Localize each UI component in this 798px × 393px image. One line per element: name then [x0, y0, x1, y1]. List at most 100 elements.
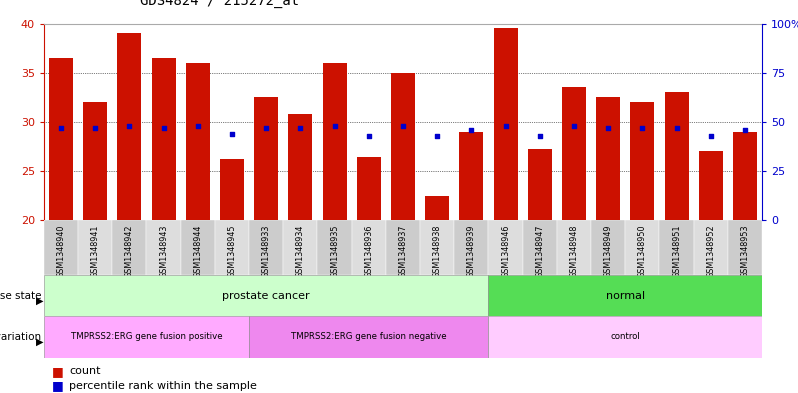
Bar [693, 220, 728, 275]
Bar [249, 316, 488, 358]
Bar [255, 97, 279, 220]
Point [500, 123, 512, 129]
Bar [117, 33, 141, 220]
Point [567, 123, 580, 129]
Bar [78, 220, 113, 275]
Bar [318, 220, 352, 275]
Text: GSM1348937: GSM1348937 [398, 224, 408, 278]
Point [670, 125, 683, 131]
Text: GSM1348948: GSM1348948 [570, 224, 579, 278]
Bar [454, 220, 488, 275]
Bar [391, 73, 415, 220]
Point [739, 127, 752, 133]
Text: GSM1348940: GSM1348940 [57, 224, 65, 278]
Bar [659, 220, 693, 275]
Bar [488, 275, 762, 316]
Bar [180, 220, 215, 275]
Text: normal: normal [606, 291, 645, 301]
Bar [249, 220, 283, 275]
Bar [523, 220, 557, 275]
Bar [630, 102, 654, 220]
Text: GSM1348953: GSM1348953 [741, 224, 749, 278]
Bar [557, 220, 591, 275]
Bar [152, 58, 176, 220]
Text: prostate cancer: prostate cancer [223, 291, 310, 301]
Point [533, 132, 546, 139]
Point [465, 127, 478, 133]
Bar [83, 102, 107, 220]
Bar [699, 151, 723, 220]
Bar [488, 220, 523, 275]
Text: GSM1348935: GSM1348935 [330, 224, 339, 278]
Bar [220, 159, 244, 220]
Text: GSM1348947: GSM1348947 [535, 224, 544, 278]
Text: GSM1348942: GSM1348942 [125, 224, 134, 278]
Bar [288, 114, 312, 220]
Text: TMPRSS2:ERG gene fusion positive: TMPRSS2:ERG gene fusion positive [71, 332, 223, 342]
Point [636, 125, 649, 131]
Text: ■: ■ [52, 365, 64, 378]
Bar [44, 220, 78, 275]
Bar [626, 220, 659, 275]
Point [431, 132, 444, 139]
Point [89, 125, 101, 131]
Text: GSM1348945: GSM1348945 [227, 224, 236, 278]
Bar [728, 220, 762, 275]
Point [260, 125, 273, 131]
Text: GDS4824 / 215272_at: GDS4824 / 215272_at [140, 0, 298, 8]
Point [123, 123, 136, 129]
Point [362, 132, 375, 139]
Text: GSM1348944: GSM1348944 [193, 224, 202, 278]
Bar [322, 63, 346, 220]
Point [294, 125, 306, 131]
Text: GSM1348950: GSM1348950 [638, 224, 647, 278]
Bar [352, 220, 386, 275]
Text: GSM1348943: GSM1348943 [159, 224, 168, 278]
Text: GSM1348952: GSM1348952 [706, 224, 715, 278]
Text: GSM1348934: GSM1348934 [296, 224, 305, 278]
Bar [113, 220, 147, 275]
Bar [494, 28, 518, 220]
Text: ▶: ▶ [36, 337, 43, 347]
Bar [420, 220, 454, 275]
Bar [357, 157, 381, 220]
Text: GSM1348933: GSM1348933 [262, 224, 271, 278]
Bar [147, 220, 180, 275]
Point [226, 130, 239, 137]
Bar [733, 132, 757, 220]
Text: control: control [610, 332, 640, 342]
Bar [591, 220, 626, 275]
Text: GSM1348949: GSM1348949 [604, 224, 613, 278]
Bar [596, 97, 620, 220]
Bar [186, 63, 210, 220]
Text: GSM1348939: GSM1348939 [467, 224, 476, 278]
Text: count: count [69, 366, 101, 376]
Point [54, 125, 67, 131]
Bar [562, 87, 586, 220]
Point [602, 125, 614, 131]
Bar [527, 149, 551, 220]
Point [192, 123, 204, 129]
Text: disease state: disease state [0, 291, 41, 301]
Text: genotype/variation: genotype/variation [0, 332, 41, 342]
Point [705, 132, 717, 139]
Bar [49, 58, 73, 220]
Text: GSM1348938: GSM1348938 [433, 224, 441, 278]
Text: GSM1348941: GSM1348941 [91, 224, 100, 278]
Text: percentile rank within the sample: percentile rank within the sample [69, 381, 257, 391]
Text: GSM1348936: GSM1348936 [365, 224, 373, 278]
Bar [44, 316, 249, 358]
Bar [386, 220, 420, 275]
Point [397, 123, 409, 129]
Point [328, 123, 341, 129]
Text: GSM1348946: GSM1348946 [501, 224, 510, 278]
Text: GSM1348951: GSM1348951 [672, 224, 681, 278]
Point [157, 125, 170, 131]
Text: ■: ■ [52, 379, 64, 393]
Bar [283, 220, 318, 275]
Bar [488, 316, 762, 358]
Bar [44, 275, 488, 316]
Bar [460, 132, 484, 220]
Text: TMPRSS2:ERG gene fusion negative: TMPRSS2:ERG gene fusion negative [291, 332, 447, 342]
Bar [215, 220, 249, 275]
